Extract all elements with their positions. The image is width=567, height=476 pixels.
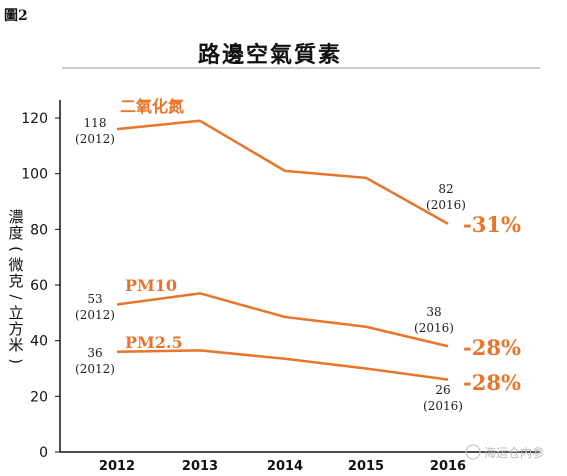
end-value-label: 38 xyxy=(426,305,441,319)
series-line xyxy=(116,349,449,381)
x-tick-label: 2016 xyxy=(430,459,466,474)
y-axis-label-char: 米 xyxy=(8,336,23,354)
watermark-icon xyxy=(465,444,481,460)
change-percent-label: -28% xyxy=(463,335,521,360)
series-name-label: PM2.5 xyxy=(125,333,183,352)
start-value-label: 118 xyxy=(84,116,107,130)
series-1: PM10 53 (2012) 38 (2016) -28% xyxy=(75,276,521,360)
y-axis-label-char: ) xyxy=(7,358,25,364)
end-value-label: (2016) xyxy=(414,321,454,335)
x-tick-label: 2014 xyxy=(267,459,303,474)
y-tick-labels: 0 20 40 60 80 100 120 xyxy=(21,111,60,461)
y-tick-label: 80 xyxy=(30,222,48,238)
change-percent-label: -31% xyxy=(463,212,521,237)
y-axis-label-char: 濃 xyxy=(8,208,23,226)
y-tick-label: 100 xyxy=(21,167,48,183)
x-tick-label: 2015 xyxy=(348,459,384,474)
end-value-label: (2016) xyxy=(426,198,466,212)
y-axis-label-char: 度 xyxy=(8,224,23,242)
end-value-label: 26 xyxy=(435,383,450,397)
figure-label: 圖2 xyxy=(4,7,28,24)
watermark-text: 海运仓内参 xyxy=(484,445,544,460)
y-axis-label: 濃度 ( 微克 / 立方米) xyxy=(7,208,25,364)
chart-title: 路邊空氣質素 xyxy=(198,42,342,68)
start-value-label: 36 xyxy=(87,346,102,360)
series-0: 二氧化氮 118 (2012) 82 (2016)-31% xyxy=(75,97,521,237)
start-value-label: (2012) xyxy=(75,308,115,322)
start-value-label: (2012) xyxy=(75,362,115,376)
y-axis-label-char: 克 xyxy=(8,272,23,290)
y-axis-label-char: 方 xyxy=(8,320,23,338)
x-tick-label: 2013 xyxy=(182,459,218,474)
y-axis-label-char: ( xyxy=(7,246,25,252)
start-value-label: 53 xyxy=(87,292,102,306)
y-tick-label: 120 xyxy=(21,111,48,127)
change-percent-label: -28% xyxy=(463,370,521,395)
y-tick-label: 20 xyxy=(30,389,48,405)
y-axis-label-char: 立 xyxy=(8,304,23,322)
series-2: PM2.536(2012)26(2016)-28% xyxy=(75,333,521,413)
start-value-label: (2012) xyxy=(75,132,115,146)
series-name-label: 二氧化氮 xyxy=(120,97,184,116)
x-tick-label: 2012 xyxy=(99,459,135,474)
y-tick-label: 40 xyxy=(30,334,48,350)
y-tick-label: 60 xyxy=(30,278,48,294)
series-name-label: PM10 xyxy=(125,276,177,295)
axes xyxy=(59,100,540,453)
series-line xyxy=(116,119,449,225)
x-tick-labels: 2012 2013 2014 2015 2016 xyxy=(99,459,466,474)
y-tick-label: 0 xyxy=(39,445,48,461)
end-value-label: 82 xyxy=(438,182,453,196)
y-axis-label-char: 微 xyxy=(8,256,23,274)
y-axis-label-char: / xyxy=(7,294,25,300)
watermark: 海运仓内参 xyxy=(465,444,544,460)
end-value-label: (2016) xyxy=(423,399,463,413)
